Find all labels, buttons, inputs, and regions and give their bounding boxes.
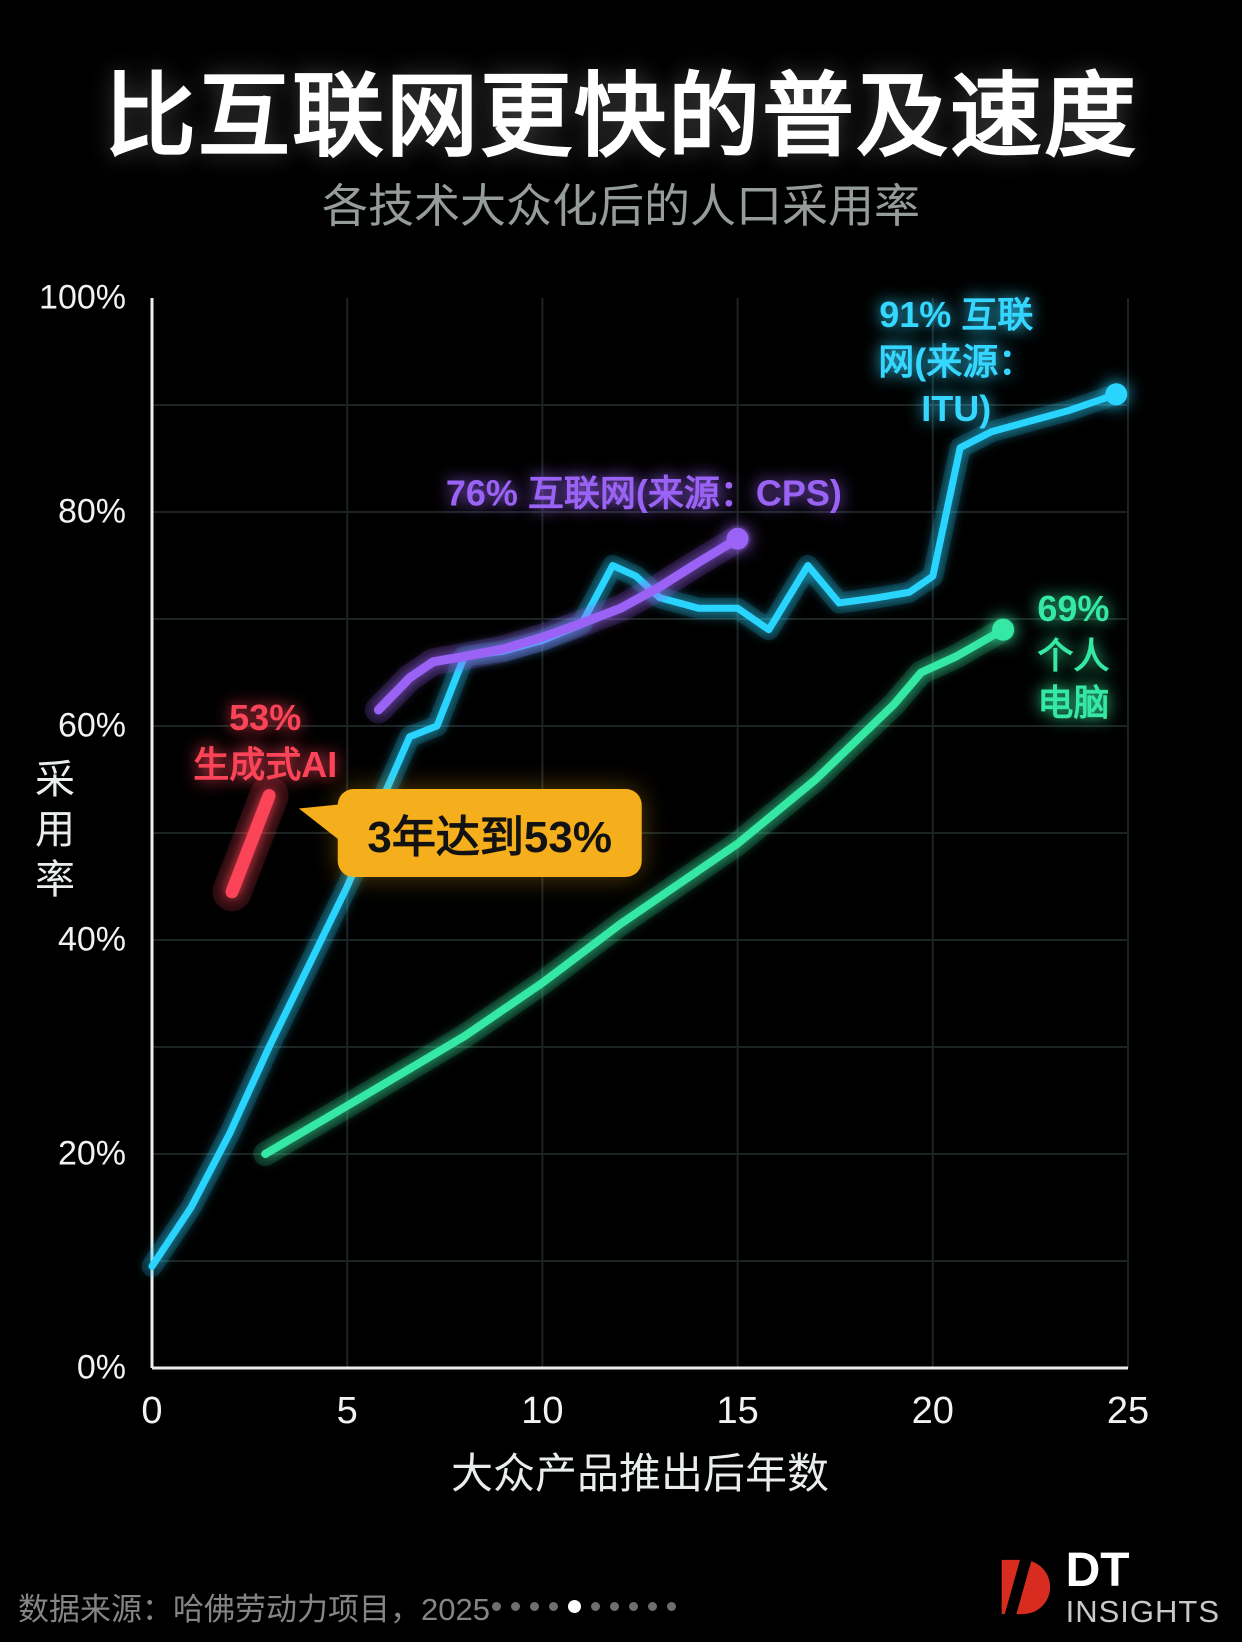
y-tick-0: 0% bbox=[76, 1348, 126, 1387]
carousel-dot-8[interactable] bbox=[629, 1602, 638, 1611]
label-genai: 53% 生成式AI bbox=[193, 697, 338, 786]
brand-logo: DT INSIGHTS bbox=[992, 1544, 1220, 1630]
x-tick-25: 25 bbox=[1106, 1390, 1150, 1432]
carousel-dots bbox=[492, 1600, 676, 1613]
x-axis-title: 大众产品推出后年数 bbox=[450, 1450, 830, 1497]
carousel-dot-3[interactable] bbox=[530, 1602, 539, 1611]
y-tick-100: 100% bbox=[39, 278, 126, 317]
series-line-pc bbox=[261, 625, 1008, 1158]
carousel-dot-10[interactable] bbox=[667, 1602, 676, 1611]
carousel-dot-7[interactable] bbox=[610, 1602, 619, 1611]
carousel-dot-6[interactable] bbox=[591, 1602, 600, 1611]
series-endpoint-pc bbox=[992, 618, 1015, 641]
brand-name: DT bbox=[1065, 1544, 1130, 1597]
x-tick-5: 5 bbox=[336, 1390, 358, 1432]
callout-bubble: 3年达到53% bbox=[295, 789, 642, 877]
data-source-note: 数据来源：哈佛劳动力项目，2025 bbox=[18, 1592, 490, 1627]
series-line-internet-cps bbox=[373, 534, 743, 715]
x-tick-15: 15 bbox=[716, 1390, 759, 1432]
page-subtitle: 各技术大众化后的人口采用率 bbox=[322, 180, 920, 232]
series-line-genai bbox=[225, 789, 276, 899]
y-tick-40: 40% bbox=[57, 920, 126, 959]
y-tick-20: 20% bbox=[57, 1134, 126, 1173]
label-pc: 69% 个人电脑 bbox=[1037, 588, 1110, 723]
series-endpoint-internet-itu bbox=[1105, 383, 1128, 406]
carousel-dot-4[interactable] bbox=[549, 1602, 558, 1611]
y-tick-60: 60% bbox=[57, 706, 126, 745]
callout-tail bbox=[295, 798, 348, 844]
x-tick-0: 0 bbox=[141, 1390, 163, 1432]
adoption-line-chart bbox=[141, 298, 1129, 1370]
series-halo-internet-cps bbox=[364, 525, 752, 724]
x-tick-10: 10 bbox=[521, 1390, 564, 1432]
y-tick-80: 80% bbox=[57, 492, 126, 531]
label-internet-cps: 76% 互联网(来源：CPS) bbox=[445, 472, 842, 514]
brand-text: DT INSIGHTS bbox=[1065, 1544, 1220, 1630]
dt-insights-logo-icon bbox=[992, 1556, 1054, 1619]
carousel-dot-5[interactable] bbox=[568, 1600, 581, 1613]
x-tick-20: 20 bbox=[911, 1390, 954, 1432]
page-title: 比互联网更快的普及速度 bbox=[103, 66, 1138, 168]
carousel-dot-9[interactable] bbox=[648, 1602, 657, 1611]
series-endpoint-internet-cps bbox=[726, 527, 749, 550]
label-internet-itu: 91% 互联网(来源：ITU) bbox=[878, 293, 1035, 429]
brand-subname: INSIGHTS bbox=[1065, 1594, 1220, 1630]
carousel-dot-1[interactable] bbox=[492, 1602, 501, 1611]
callout-text: 3年达到53% bbox=[367, 813, 612, 862]
carousel-dot-2[interactable] bbox=[511, 1602, 520, 1611]
series-line-internet-itu bbox=[148, 390, 1120, 1270]
y-axis-title: 采用率 bbox=[29, 758, 73, 908]
plot-area: 0% 20% 40% 60% 80% 100% 0 5 10 15 20 25 91% 互联网(来源… bbox=[39, 279, 1149, 1433]
